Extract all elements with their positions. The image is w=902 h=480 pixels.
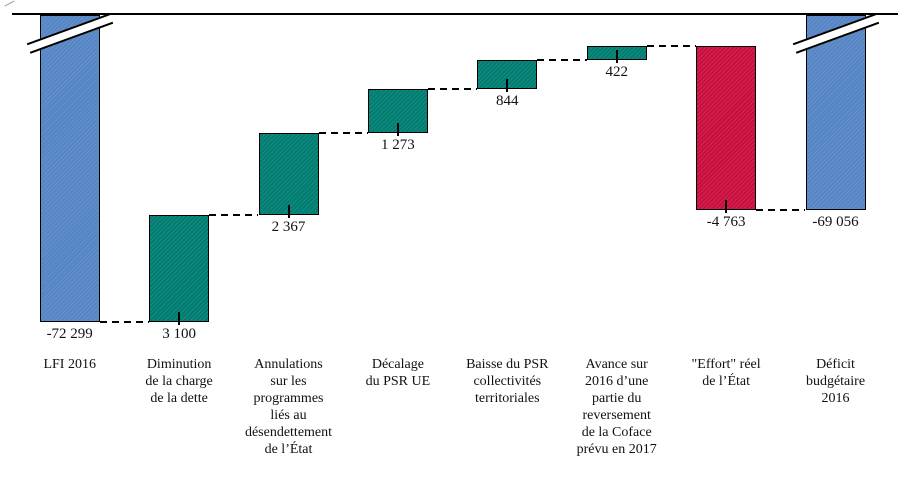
connector-dashed-line (427, 88, 478, 91)
top-axis-line (12, 13, 898, 15)
waterfall-bar (805, 15, 866, 211)
category-label: Avance sur 2016 d’une partie du reversem… (576, 357, 657, 457)
category-label: "Effort" réel de l’État (691, 357, 761, 389)
category-label: Diminution de la charge de la dette (145, 357, 213, 406)
bar-value-label: 2 367 (271, 219, 306, 236)
waterfall-bar (258, 133, 319, 216)
bar-value-label: 1 273 (381, 137, 415, 154)
bar-value-label: -72 299 (46, 326, 93, 342)
bar-bottom-tick (506, 79, 509, 93)
bar-value-label: 422 (605, 64, 628, 81)
connector-dashed-line (646, 44, 697, 47)
connector-dashed-line (537, 59, 587, 62)
axis-break-mark (4, 0, 15, 7)
connector-dashed-line (756, 209, 806, 212)
bar-bottom-tick (615, 50, 618, 64)
connector-dashed-line (318, 132, 368, 135)
category-label: Déficit budgétaire 2016 (805, 357, 866, 406)
category-label: Annulations sur les programmes liés au d… (244, 357, 333, 457)
category-label: LFI 2016 (43, 357, 96, 372)
waterfall-bar (149, 215, 210, 322)
bar-bottom-tick (178, 312, 181, 325)
category-label: Décalage du PSR UE (365, 357, 431, 389)
waterfall-bar (696, 45, 757, 211)
bar-value-label: 3 100 (162, 326, 196, 342)
waterfall-bar (39, 15, 100, 322)
bar-bottom-tick (725, 200, 728, 214)
bar-value-label: -4 763 (706, 214, 746, 231)
bar-bottom-tick (396, 123, 399, 137)
bar-value-label: -69 056 (812, 214, 859, 231)
category-label: Baisse du PSR collectivités territoriale… (466, 357, 549, 406)
bar-bottom-tick (287, 205, 290, 219)
waterfall-bar (477, 60, 538, 90)
connector-dashed-line (209, 214, 259, 217)
connector-dashed-line (99, 321, 150, 323)
bar-value-label: 844 (496, 93, 519, 110)
